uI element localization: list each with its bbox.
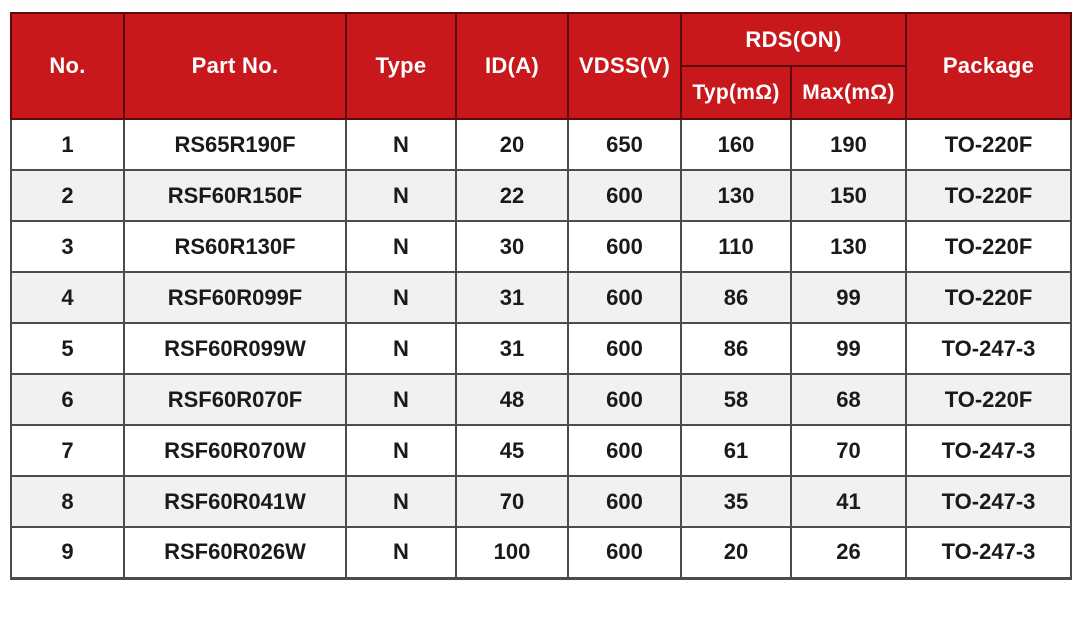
table-cell: TO-220F <box>905 271 1073 324</box>
table-cell: 26 <box>789 526 908 580</box>
table-cell: N <box>345 373 457 426</box>
table-cell: TO-247-3 <box>905 526 1073 580</box>
table-cell: N <box>345 424 457 477</box>
table-cell: RSF60R150F <box>123 169 347 222</box>
table-row: 6 RSF60R070F N 48 600 58 68 TO-220F <box>10 373 1073 426</box>
table-row: 4 RSF60R099F N 31 600 86 99 TO-220F <box>10 271 1073 324</box>
table-cell: 600 <box>567 526 682 580</box>
col-header-package: Package <box>905 12 1073 120</box>
table-cell: 9 <box>10 526 125 580</box>
table-cell: 600 <box>567 475 682 528</box>
table-row: 7 RSF60R070W N 45 600 61 70 TO-247-3 <box>10 424 1073 477</box>
table-cell: 31 <box>455 322 569 375</box>
col-header-rds-on: RDS(ON) <box>679 12 908 67</box>
table-cell: 68 <box>789 373 908 426</box>
table-cell: 22 <box>455 169 569 222</box>
col-header-typ: Typ(mΩ) <box>680 65 792 120</box>
col-header-id-a: ID(A) <box>455 12 569 120</box>
table-cell: TO-220F <box>905 118 1073 171</box>
table-cell: 3 <box>10 220 125 273</box>
table-cell: 7 <box>10 424 125 477</box>
table-cell: 150 <box>789 169 908 222</box>
col-header-no: No. <box>10 12 125 120</box>
header-row-main: No. Part No. Type ID(A) VDSS(V) RDS(ON) … <box>10 12 1073 120</box>
table-cell: TO-247-3 <box>905 424 1073 477</box>
table-cell: RS65R190F <box>123 118 347 171</box>
table-cell: RSF60R041W <box>123 475 347 528</box>
table-cell: 61 <box>680 424 792 477</box>
table-cell: 6 <box>10 373 125 426</box>
table-cell: N <box>345 118 457 171</box>
table-cell: 30 <box>455 220 569 273</box>
table-cell: 130 <box>680 169 792 222</box>
table-row: 1 RS65R190F N 20 650 160 190 TO-220F <box>10 118 1073 171</box>
table-cell: 1 <box>10 118 125 171</box>
table-cell: RSF60R070F <box>123 373 347 426</box>
table-cell: 2 <box>10 169 125 222</box>
table-cell: 86 <box>680 322 792 375</box>
table-cell: 8 <box>10 475 125 528</box>
table-cell: TO-220F <box>905 220 1073 273</box>
table-cell: 99 <box>789 271 908 324</box>
table-cell: 20 <box>455 118 569 171</box>
table-cell: TO-220F <box>905 169 1073 222</box>
table-cell: 190 <box>789 118 908 171</box>
table-cell: 70 <box>455 475 569 528</box>
table-cell: RSF60R099W <box>123 322 347 375</box>
table-cell: 110 <box>680 220 792 273</box>
table-cell: N <box>345 475 457 528</box>
table-cell: RSF60R099F <box>123 271 347 324</box>
table-cell: TO-220F <box>905 373 1073 426</box>
table-cell: 48 <box>455 373 569 426</box>
col-header-type: Type <box>345 12 457 120</box>
table-body: 1 RS65R190F N 20 650 160 190 TO-220F 2 RSF60R150F… <box>10 118 1073 580</box>
table-cell: TO-247-3 <box>905 475 1073 528</box>
table-row: 8 RSF60R041W N 70 600 35 41 TO-247-3 <box>10 475 1073 528</box>
table-cell: 20 <box>680 526 792 580</box>
col-header-max: Max(mΩ) <box>789 65 908 120</box>
table-cell: 600 <box>567 220 682 273</box>
table-header: No. Part No. Type ID(A) VDSS(V) RDS(ON) … <box>10 12 1073 120</box>
table-row: 2 RSF60R150F N 22 600 130 150 TO-220F <box>10 169 1073 222</box>
table-cell: 160 <box>680 118 792 171</box>
table-cell: 86 <box>680 271 792 324</box>
table-cell: 5 <box>10 322 125 375</box>
table-cell: 35 <box>680 475 792 528</box>
table-cell: 100 <box>455 526 569 580</box>
table-cell: 45 <box>455 424 569 477</box>
table-row: 5 RSF60R099W N 31 600 86 99 TO-247-3 <box>10 322 1073 375</box>
header-row-sub: Typ(mΩ) Max(mΩ) <box>11 65 1071 120</box>
mosfet-spec-table: No. Part No. Type ID(A) VDSS(V) RDS(ON) … <box>10 12 1073 580</box>
table-cell: 600 <box>567 169 682 222</box>
table-cell: 600 <box>567 373 682 426</box>
table-cell: N <box>345 220 457 273</box>
col-header-part-no: Part No. <box>123 12 347 120</box>
table-row: 9 RSF60R026W N 100 600 20 26 TO-247-3 <box>10 526 1073 580</box>
table-cell: RS60R130F <box>123 220 347 273</box>
table-cell: N <box>345 526 457 580</box>
table-cell: N <box>345 271 457 324</box>
table-cell: 99 <box>789 322 908 375</box>
table-cell: 600 <box>567 424 682 477</box>
table-cell: 130 <box>789 220 908 273</box>
table-cell: RSF60R070W <box>123 424 347 477</box>
table-cell: 4 <box>10 271 125 324</box>
table-cell: 600 <box>567 322 682 375</box>
table-cell: RSF60R026W <box>123 526 347 580</box>
table-cell: 41 <box>789 475 908 528</box>
table-cell: TO-247-3 <box>905 322 1073 375</box>
table-row: 3 RS60R130F N 30 600 110 130 TO-220F <box>10 220 1073 273</box>
table-cell: N <box>345 169 457 222</box>
table-cell: 70 <box>789 424 908 477</box>
table-cell: 650 <box>567 118 682 171</box>
table-cell: N <box>345 322 457 375</box>
table-cell: 600 <box>567 271 682 324</box>
table-cell: 58 <box>680 373 792 426</box>
table-cell: 31 <box>455 271 569 324</box>
col-header-vdss: VDSS(V) <box>567 12 682 120</box>
